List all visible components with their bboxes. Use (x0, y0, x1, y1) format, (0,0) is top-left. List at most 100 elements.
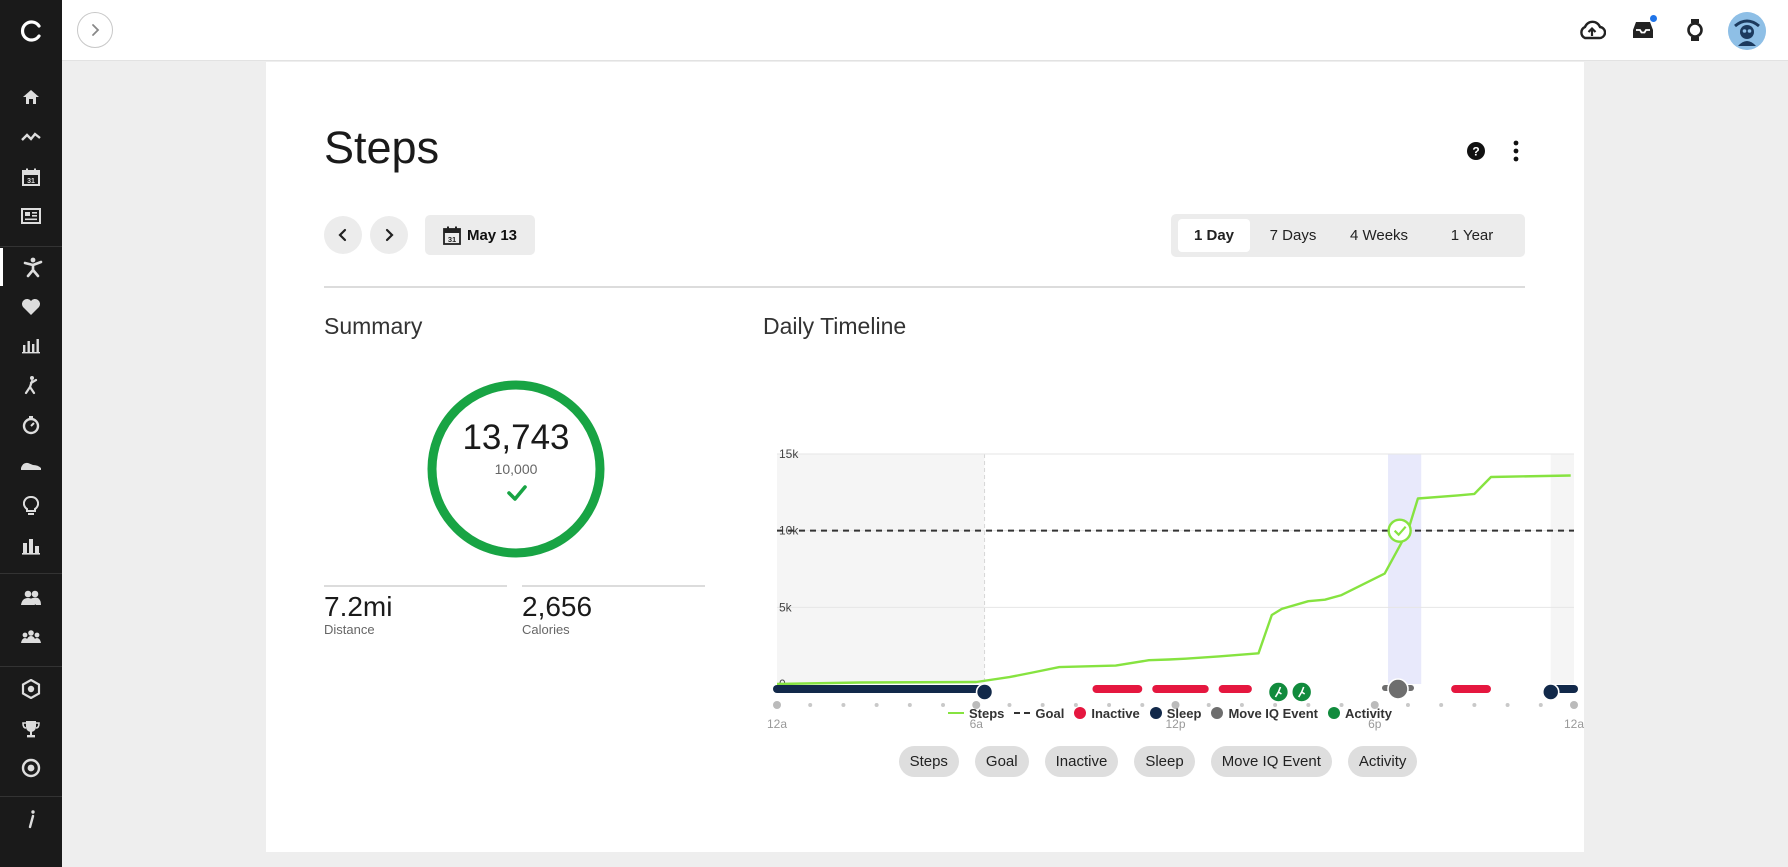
segments-icon[interactable] (0, 749, 62, 787)
sleep-shade (1550, 454, 1574, 684)
connections-icon[interactable] (0, 578, 62, 616)
legend-steps: Steps (948, 706, 1004, 721)
x-hour-dot (941, 703, 946, 707)
steps-line (776, 474, 1571, 686)
filter-goal[interactable]: Goal (974, 745, 1029, 777)
upload-icon[interactable] (1576, 14, 1608, 46)
x-tick-label: 6p (1368, 717, 1382, 731)
legend-move-iq-label: Move IQ Event (1228, 705, 1319, 721)
calories-stat: 2,656 Calories (522, 585, 705, 637)
x-hour-dot (1405, 703, 1410, 707)
sidebar-divider (0, 573, 62, 574)
x-hour-dot (1073, 703, 1078, 707)
legend-inactive-label: Inactive (1091, 705, 1140, 721)
page-title: Steps (324, 122, 440, 173)
sleep-shade (777, 454, 985, 684)
x-tick-label: 12a (767, 717, 787, 731)
activity-swatch (1328, 707, 1341, 719)
previous-day-button[interactable] (324, 216, 362, 254)
svg-text:31: 31 (27, 178, 35, 185)
distance-value: 7.2mi (324, 591, 393, 622)
x-hour-dot (1370, 701, 1379, 709)
goal-swatch (1014, 712, 1031, 714)
chart-legend: Steps Goal Inactive Sleep Move IQ Event … (922, 703, 1422, 723)
inactive-swatch (1074, 707, 1087, 719)
insights-icon[interactable] (0, 118, 62, 156)
distance-label: Distance (324, 622, 375, 637)
range-4-weeks[interactable]: 4 Weeks (1349, 227, 1409, 244)
health-icon[interactable] (0, 288, 62, 326)
news-icon[interactable] (0, 197, 62, 235)
legend-inactive: Inactive (1074, 705, 1140, 721)
y-tick-label: 15k (779, 447, 799, 461)
next-day-button[interactable] (370, 216, 408, 254)
svg-text:31: 31 (448, 235, 456, 244)
filter-move-iq-event[interactable]: Move IQ Event (1210, 745, 1332, 777)
range-selector: 1 Day 7 Days 4 Weeks 1 Year (1171, 214, 1525, 257)
move-iq-swatch (1211, 707, 1224, 719)
x-hour-dot (1007, 703, 1012, 707)
gear-icon[interactable] (0, 446, 62, 484)
groups-icon[interactable] (0, 618, 62, 656)
watch-icon[interactable] (1679, 14, 1711, 46)
date-picker-button[interactable]: 31 May 13 (425, 215, 535, 255)
filter-inactive[interactable]: Inactive (1044, 745, 1119, 777)
timeline-filters: Steps Goal Inactive Sleep Move IQ Event … (888, 745, 1428, 777)
calendar-icon[interactable]: 31 (0, 158, 62, 196)
sleep-swatch (1149, 707, 1162, 719)
x-hour-dot (773, 701, 781, 709)
legend-activity-label: Activity (1345, 705, 1392, 721)
range-1-day[interactable]: 1 Day (1178, 219, 1250, 252)
x-hour-dot (1538, 703, 1543, 707)
x-hour-dot (1171, 701, 1180, 709)
reports-icon[interactable] (0, 527, 62, 565)
distance-stat: 7.2mi Distance (324, 585, 507, 637)
move-iq-highlight (1388, 454, 1422, 684)
legend-goal-label: Goal (1035, 705, 1065, 721)
legend-move-iq: Move IQ Event (1211, 706, 1318, 721)
more-options-icon[interactable] (1510, 138, 1522, 164)
filter-sleep[interactable]: Sleep (1134, 745, 1195, 777)
filter-steps[interactable]: Steps (898, 745, 959, 777)
x-hour-dot (1206, 703, 1211, 707)
range-1-year[interactable]: 1 Year (1450, 227, 1494, 244)
stats-icon[interactable] (0, 326, 62, 364)
x-hour-dot (1107, 703, 1112, 707)
header-divider (324, 286, 1525, 288)
x-hour-dot (874, 703, 879, 707)
wake-time-icon (975, 683, 994, 701)
challenges-icon[interactable] (0, 710, 62, 748)
info-icon[interactable] (0, 800, 62, 838)
timer-icon[interactable] (0, 406, 62, 444)
sidebar: 31 (0, 0, 62, 867)
steps-card: Steps ? 31 May 13 1 Day 7 Days 4 Weeks 1… (266, 62, 1584, 852)
insight-icon[interactable] (0, 487, 62, 525)
x-hour-dot (1439, 703, 1444, 707)
x-hour-dot (1273, 703, 1278, 707)
x-hour-dot (841, 703, 846, 707)
range-7-days[interactable]: 7 Days (1269, 227, 1317, 244)
golf-icon[interactable] (0, 366, 62, 404)
activity-figure-icon (1298, 686, 1306, 698)
sidebar-divider (0, 246, 62, 247)
steps-swatch (948, 712, 965, 714)
badges-icon[interactable] (0, 670, 62, 708)
expand-sidebar-button[interactable] (77, 12, 113, 48)
legend-steps-label: Steps (969, 705, 1005, 721)
x-hour-dot (1239, 703, 1244, 707)
x-hour-dot (1339, 703, 1344, 707)
filter-activity[interactable]: Activity (1347, 745, 1418, 777)
garmin-connect-logo[interactable] (0, 10, 62, 52)
help-icon[interactable]: ? (1466, 141, 1486, 161)
sidebar-divider (0, 796, 62, 797)
x-hour-dot (1570, 701, 1578, 709)
summary-title: Summary (324, 313, 423, 339)
activity-figure-icon (1274, 686, 1282, 698)
activities-icon[interactable] (0, 248, 62, 286)
x-hour-dot (808, 703, 813, 707)
inbox-icon[interactable] (1627, 14, 1659, 46)
home-icon[interactable] (0, 78, 62, 116)
sleep-start-icon (1541, 683, 1560, 701)
avatar[interactable] (1728, 12, 1766, 50)
